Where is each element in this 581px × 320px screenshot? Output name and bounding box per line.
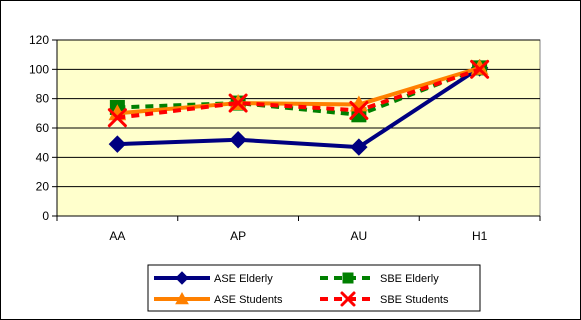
y-tick-label: 120 bbox=[29, 33, 49, 47]
y-tick-label: 100 bbox=[29, 62, 49, 76]
legend-marker bbox=[340, 291, 356, 307]
legend-marker bbox=[342, 272, 354, 284]
x-tick-label: AU bbox=[351, 229, 368, 243]
legend-item: ASE Students bbox=[154, 291, 283, 306]
series-line bbox=[117, 66, 481, 117]
data-point bbox=[108, 135, 127, 153]
legend-item: SBE Students bbox=[320, 291, 449, 307]
legend-box bbox=[147, 264, 481, 312]
x-tick-label: AP bbox=[230, 229, 246, 243]
x-axis: AA AP AU H1 bbox=[56, 215, 541, 243]
legend-marker bbox=[175, 291, 189, 305]
legend-label: SBE Students bbox=[380, 294, 449, 306]
y-axis: 0 20 40 60 80 100 120 bbox=[29, 33, 58, 223]
legend-marker bbox=[175, 271, 189, 285]
series-group bbox=[107, 58, 490, 156]
gridlines bbox=[57, 39, 540, 188]
legend-label: ASE Elderly bbox=[214, 273, 273, 285]
data-point bbox=[470, 59, 490, 79]
legend-label: SBE Elderly bbox=[380, 273, 439, 285]
y-tick-label: 0 bbox=[42, 209, 49, 223]
data-point bbox=[349, 100, 369, 120]
x-tick-label: H1 bbox=[472, 229, 488, 243]
data-point bbox=[228, 93, 248, 113]
legend-label: ASE Students bbox=[214, 294, 283, 306]
series-line bbox=[117, 67, 481, 120]
series-line bbox=[117, 66, 481, 150]
x-tick-label: AA bbox=[109, 229, 125, 243]
data-point bbox=[107, 108, 127, 128]
y-tick-label: 40 bbox=[36, 150, 50, 164]
y-tick-label: 20 bbox=[36, 180, 50, 194]
y-tick-label: 80 bbox=[36, 92, 50, 106]
series-sbe-students bbox=[107, 59, 490, 128]
legend-item: ASE Elderly bbox=[154, 271, 273, 285]
legend-item: SBE Elderly bbox=[320, 272, 439, 285]
y-tick-label: 60 bbox=[36, 121, 50, 135]
data-point bbox=[350, 138, 368, 156]
legend: ASE Elderly SBE Elderly ASE Students SBE St… bbox=[147, 264, 481, 312]
series-line bbox=[117, 65, 481, 116]
data-point bbox=[229, 131, 247, 149]
